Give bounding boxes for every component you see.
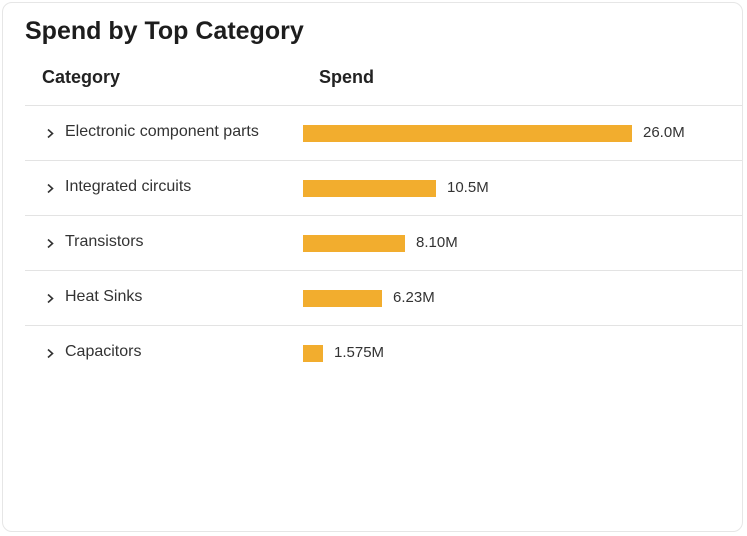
chevron-right-icon[interactable]: [46, 238, 55, 249]
table-row[interactable]: Electronic component parts 26.0M: [25, 106, 742, 161]
spend-value-label: 6.23M: [393, 289, 435, 306]
table-row[interactable]: Integrated circuits 10.5M: [25, 161, 742, 216]
spend-value-label: 10.5M: [447, 179, 489, 196]
spend-value-label: 8.10M: [416, 234, 458, 251]
spend-bar[interactable]: [303, 235, 405, 252]
chevron-right-icon[interactable]: [46, 128, 55, 139]
column-header-spend[interactable]: Spend: [319, 67, 375, 87]
table-row[interactable]: Capacitors 1.575M: [25, 326, 742, 380]
spend-value-label: 26.0M: [643, 124, 685, 141]
card-title: Spend by Top Category: [25, 17, 304, 45]
spend-value-label: 1.575M: [334, 344, 385, 361]
category-label: Integrated circuits: [65, 178, 192, 195]
category-label: Heat Sinks: [65, 288, 143, 305]
spend-bar[interactable]: [303, 125, 632, 142]
table-row[interactable]: Heat Sinks 6.23M: [25, 271, 742, 326]
category-label: Electronic component parts: [65, 123, 259, 140]
header-divider: [25, 105, 742, 106]
chevron-right-icon[interactable]: [46, 293, 55, 304]
spend-bar[interactable]: [303, 345, 323, 362]
spend-bar[interactable]: [303, 180, 436, 197]
chevron-right-icon[interactable]: [46, 183, 55, 194]
table-row[interactable]: Transistors 8.10M: [25, 216, 742, 271]
category-label: Transistors: [65, 233, 144, 250]
spend-bar[interactable]: [303, 290, 382, 307]
column-header-category[interactable]: Category: [42, 67, 121, 87]
category-rows: Electronic component parts 26.0M Integrate…: [25, 106, 742, 380]
chevron-right-icon[interactable]: [46, 348, 55, 359]
category-label: Capacitors: [65, 343, 142, 360]
